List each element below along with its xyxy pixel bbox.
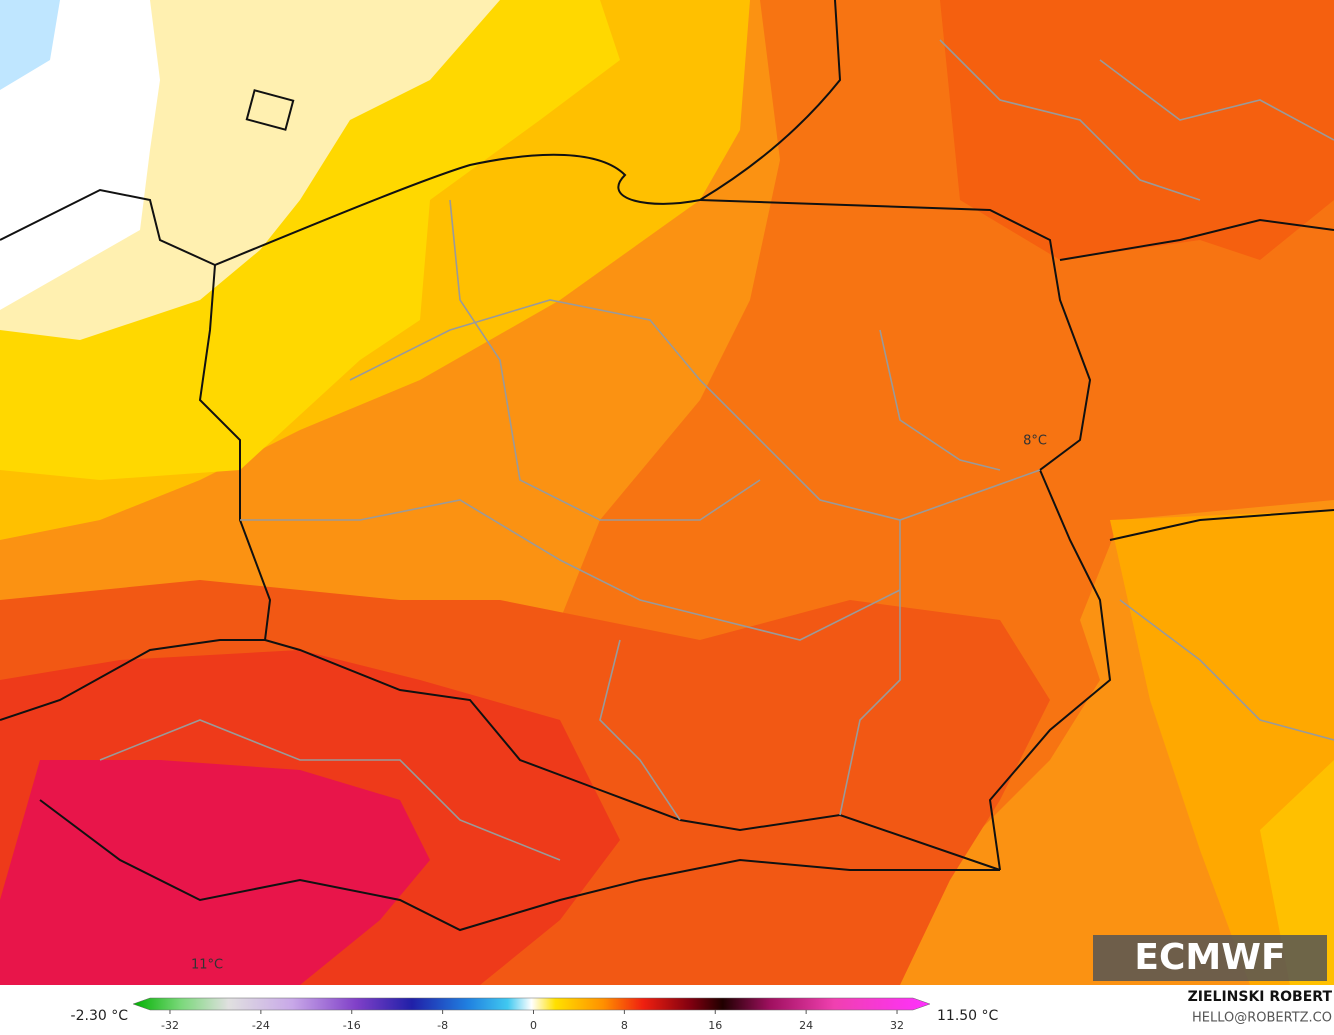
- colorbar-tick-label: 24: [799, 1019, 813, 1032]
- colorbar-tick-label: 32: [890, 1019, 904, 1032]
- legend-max: 11.50 °C: [937, 1008, 999, 1024]
- colorbar-tick-label: -24: [252, 1019, 270, 1032]
- credit-name: ZIELINSKI ROBERT: [1188, 989, 1333, 1005]
- legend-min: -2.30 °C: [71, 1008, 129, 1024]
- credit-contact: HELLO@ROBERTZ.CO: [1192, 1011, 1332, 1026]
- colorbar-ticks: -32 -24 -16 -8 0 8 16 24 32: [161, 1010, 904, 1032]
- map-label: 8°C: [1023, 434, 1047, 449]
- logo: ECMWF: [1134, 937, 1285, 978]
- colorbar-tick-label: -32: [161, 1019, 179, 1032]
- logo-box: [1093, 935, 1327, 981]
- map-label: 11°C: [191, 958, 223, 973]
- colorbar-tick-label: -8: [437, 1019, 448, 1032]
- colorbar: [132, 997, 931, 1011]
- regions: [99, 39, 1334, 861]
- colorbar-tick-label: 16: [708, 1019, 722, 1032]
- colorbar-tick-label: -16: [343, 1019, 361, 1032]
- temperature-field: [0, 0, 1334, 985]
- colorbar-tick-label: 0: [530, 1019, 537, 1032]
- colorbar-tick-label: 8: [621, 1019, 628, 1032]
